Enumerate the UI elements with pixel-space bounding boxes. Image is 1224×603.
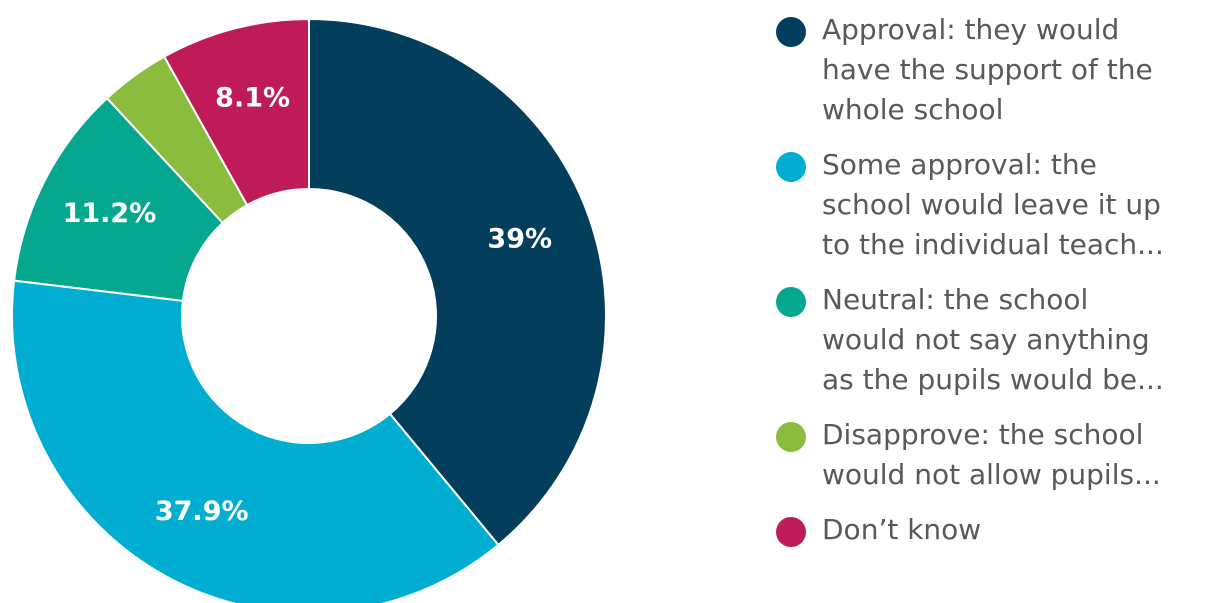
legend-swatch-disapprove <box>776 422 806 452</box>
legend-label-approval: Approval: they would have the support of… <box>822 13 1153 126</box>
slice-neutral[interactable] <box>13 96 225 302</box>
slice-some-approval[interactable] <box>11 279 500 603</box>
legend-swatch-approval <box>776 17 806 47</box>
legend-item-neutral[interactable]: Neutral: the school would not say anythi… <box>776 280 1216 400</box>
legend-swatch-dont-know <box>776 517 806 547</box>
legend-item-some-approval[interactable]: Some approval: the school would leave it… <box>776 145 1216 265</box>
legend-label-disapprove: Disapprove: the school would not allow p… <box>822 418 1161 491</box>
slice-label-approval: 39% <box>487 224 552 255</box>
slice-label-neutral: 11.2% <box>63 198 157 229</box>
donut-chart-svg: 39% 37.9% 11.2% 8.1% <box>11 17 607 603</box>
slice-approval[interactable] <box>308 17 607 547</box>
slice-label-dont-know: 8.1% <box>215 83 290 114</box>
legend: Approval: they would have the support of… <box>776 10 1216 565</box>
legend-item-disapprove[interactable]: Disapprove: the school would not allow p… <box>776 415 1216 495</box>
legend-item-approval[interactable]: Approval: they would have the support of… <box>776 10 1216 130</box>
legend-swatch-neutral <box>776 287 806 317</box>
slice-dont-know[interactable] <box>162 17 310 207</box>
legend-item-dont-know[interactable]: Don’t know <box>776 510 1216 550</box>
legend-swatch-some-approval <box>776 152 806 182</box>
donut-chart: 39% 37.9% 11.2% 8.1% <box>11 17 607 603</box>
legend-label-neutral: Neutral: the school would not say anythi… <box>822 283 1164 396</box>
legend-label-dont-know: Don’t know <box>822 513 982 546</box>
slice-label-some-approval: 37.9% <box>155 496 249 527</box>
legend-label-some-approval: Some approval: the school would leave it… <box>822 148 1164 261</box>
